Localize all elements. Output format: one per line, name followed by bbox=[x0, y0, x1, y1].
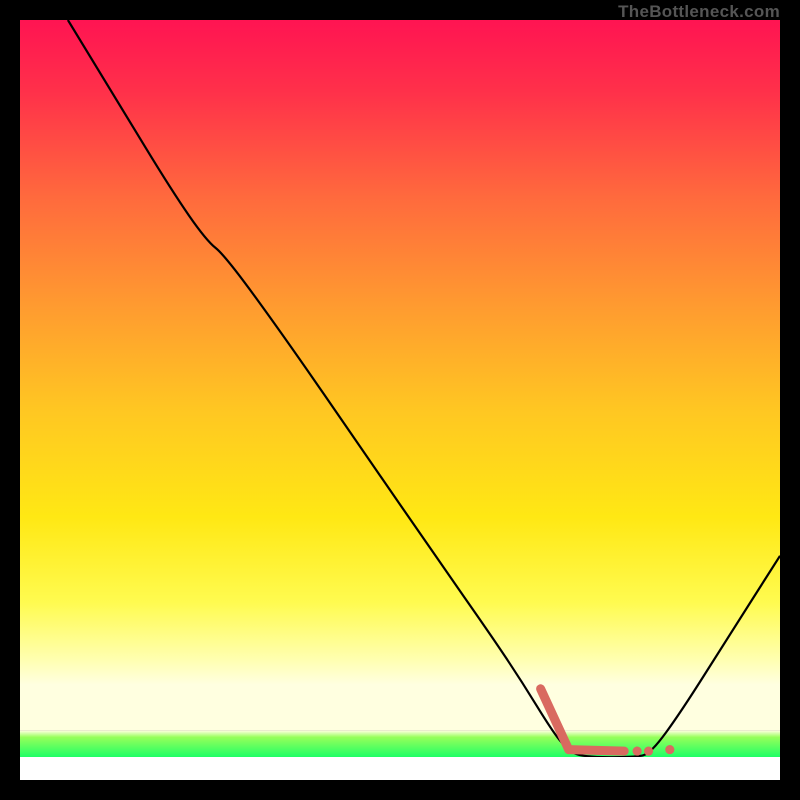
watermark-text: TheBottleneck.com bbox=[618, 2, 780, 22]
chart-curve bbox=[20, 20, 780, 780]
chart-bottom-strip bbox=[20, 757, 780, 780]
chart-plot-area bbox=[20, 20, 780, 780]
